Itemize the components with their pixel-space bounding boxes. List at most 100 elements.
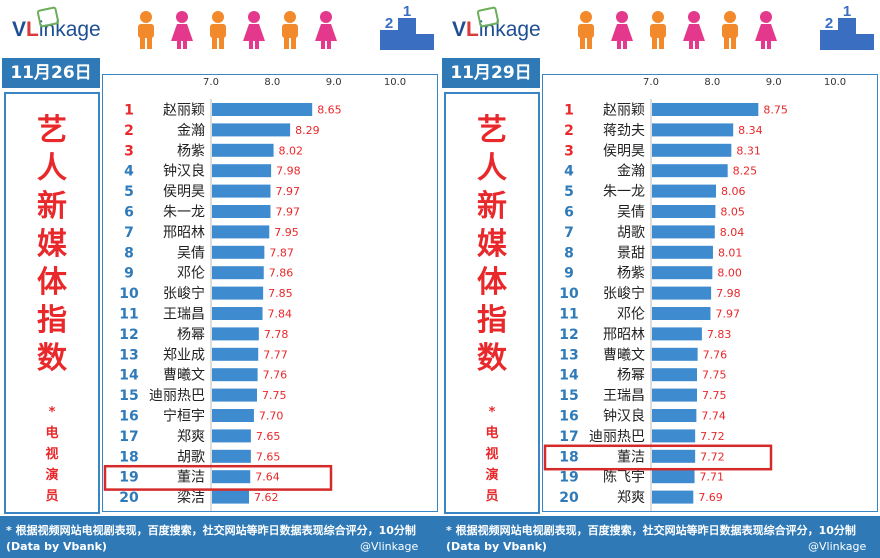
name-label: 杨幂 (177, 327, 205, 343)
name-label: 朱一龙 (603, 184, 645, 200)
name-label: 迪丽热巴 (589, 429, 645, 445)
person-icon (243, 11, 265, 49)
date-label: 11月26日 (2, 58, 100, 88)
rank-label: 13 (559, 347, 578, 363)
podium-icon: 21 3 (820, 6, 874, 50)
value-label: 7.98 (716, 287, 741, 300)
score-bar (212, 286, 264, 300)
rank-label: 6 (564, 205, 574, 221)
person-icon (611, 11, 633, 49)
score-bar (652, 347, 698, 361)
value-label: 8.02 (279, 144, 304, 157)
score-bar (652, 470, 695, 484)
score-bar (652, 245, 713, 259)
people-icons (138, 11, 337, 49)
value-label: 8.34 (738, 124, 763, 137)
value-label: 7.97 (275, 185, 300, 198)
name-label: 郑业成 (163, 347, 205, 363)
rank-label: 9 (124, 266, 134, 282)
name-label: 张峻宁 (163, 285, 205, 302)
rank-label: 1 (124, 103, 134, 119)
value-label: 8.01 (718, 246, 743, 259)
value-label: 7.72 (700, 430, 725, 443)
podium-icon: 21 3 (380, 6, 434, 50)
score-bar (652, 368, 697, 382)
score-bar (652, 409, 697, 422)
name-label: 钟汉良 (163, 163, 205, 180)
vlinkage-logo: VLinkage (12, 18, 101, 41)
footer-source: (Data by Vbank) (6, 540, 107, 553)
score-bar (652, 164, 728, 178)
name-label: 王瑞昌 (163, 307, 205, 323)
name-label: 钟汉良 (603, 408, 645, 425)
score-bar (212, 266, 264, 280)
category-subtitle: * 电视演员 (45, 405, 59, 504)
score-bar (652, 123, 734, 137)
score-bar (212, 245, 265, 259)
rank-label: 6 (124, 205, 134, 221)
score-bar (212, 449, 251, 463)
rank-label: 19 (559, 470, 578, 486)
value-label: 7.74 (701, 410, 726, 423)
name-label: 杨幂 (617, 368, 645, 384)
score-bar (652, 388, 697, 402)
value-label: 8.00 (717, 267, 742, 280)
x-tick-label: 10.0 (384, 77, 406, 88)
rank-label: 16 (119, 409, 138, 425)
title-box: 艺人新媒体指数 * 电视演员 (4, 92, 100, 514)
name-label: 侯明昊 (163, 184, 205, 200)
score-bar (212, 225, 270, 239)
x-tick-label: 10.0 (824, 77, 846, 88)
svg-text:2: 2 (385, 15, 393, 32)
value-label: 7.97 (275, 206, 300, 219)
value-label: 7.72 (700, 450, 725, 463)
svg-text:1: 1 (843, 6, 851, 20)
value-label: 7.62 (254, 491, 279, 504)
name-label: 邢昭林 (603, 327, 645, 343)
rank-label: 8 (564, 245, 574, 261)
score-bar (652, 225, 715, 239)
value-label: 8.06 (721, 185, 746, 198)
value-label: 7.98 (276, 165, 301, 178)
score-bar (212, 103, 313, 116)
weibo-watermark: @Vlinkage (808, 540, 867, 553)
score-bar (212, 388, 257, 402)
chart-box: 7.0 8.0 9.0 10.0 1 赵丽颖 8.75 2 蒋劲夫 8.34 3 侯明昊 8.31 4 金瀚… (542, 74, 878, 512)
name-label: 杨紫 (617, 266, 645, 282)
score-bar (212, 205, 271, 218)
rank-label: 14 (119, 368, 139, 384)
rank-label: 5 (564, 184, 574, 200)
rank-label: 19 (119, 470, 138, 486)
footer-note: * 根据视频网站电视剧表现，百度搜索，社交网站等昨日数据表现综合评分，10分制 (446, 524, 856, 537)
category-subtitle: * 电视演员 (485, 405, 499, 504)
person-icon (138, 11, 154, 49)
score-bar (652, 205, 716, 218)
svg-text:3: 3 (861, 35, 869, 50)
people-icons (578, 11, 777, 49)
value-label: 7.70 (259, 410, 284, 423)
rank-label: 4 (564, 164, 574, 180)
svg-text:1: 1 (403, 6, 411, 20)
rank-label: 5 (124, 184, 134, 200)
value-label: 8.04 (720, 226, 745, 239)
svg-text:3: 3 (421, 35, 429, 50)
value-label: 8.29 (295, 124, 320, 137)
rank-label: 2 (564, 123, 574, 139)
value-label: 7.86 (269, 267, 294, 280)
rank-label: 11 (559, 307, 578, 323)
name-label: 张峻宁 (603, 285, 645, 302)
name-label: 邢昭林 (163, 225, 205, 241)
person-icon (650, 11, 666, 49)
score-bar (652, 449, 696, 463)
index-title: 艺人新媒体指数 (37, 113, 67, 376)
name-label: 曹曦文 (603, 347, 645, 363)
name-label: 曹曦文 (163, 368, 205, 384)
value-label: 7.87 (269, 246, 294, 259)
rank-label: 17 (559, 429, 578, 445)
rank-label: 7 (124, 225, 134, 241)
value-label: 8.25 (733, 165, 758, 178)
x-tick-label: 7.0 (203, 77, 219, 88)
score-bar (212, 470, 251, 484)
value-label: 7.77 (263, 348, 288, 361)
score-bar (212, 143, 274, 157)
